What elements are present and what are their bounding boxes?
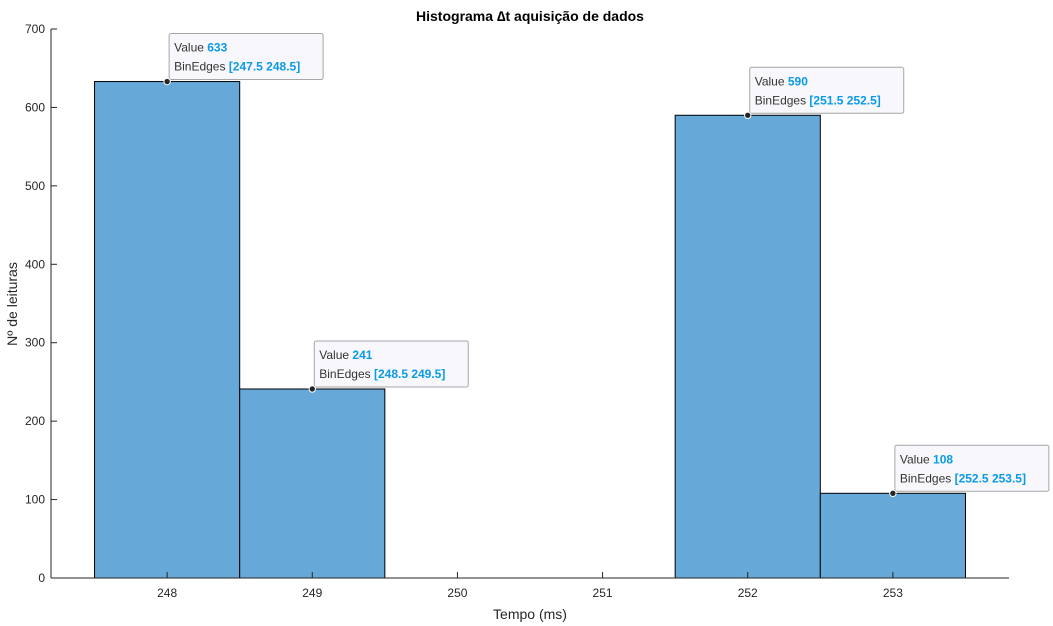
datatip-marker[interactable] bbox=[163, 77, 171, 86]
datatip-box[interactable] bbox=[749, 66, 905, 114]
datatip-value-text: Value 108 bbox=[900, 452, 953, 466]
datatip-marker[interactable] bbox=[889, 489, 897, 497]
datatip-marker[interactable] bbox=[308, 385, 316, 393]
datatip-box[interactable] bbox=[168, 33, 324, 81]
datatip-marker[interactable] bbox=[744, 111, 752, 119]
histogram-bar bbox=[239, 388, 386, 579]
x-tick-label: 248 bbox=[157, 586, 177, 600]
x-tick-label: 249 bbox=[302, 586, 322, 600]
x-tick-label: 251 bbox=[593, 586, 613, 600]
x-tick-label: 253 bbox=[883, 586, 903, 600]
histogram-bar bbox=[819, 492, 966, 579]
y-tick-label: 500 bbox=[25, 179, 45, 193]
datatip-box[interactable] bbox=[894, 444, 1050, 492]
datatip-value-text: Value 590 bbox=[755, 74, 808, 88]
y-tick-label: 100 bbox=[25, 493, 45, 507]
y-tick-label: 700 bbox=[25, 22, 45, 36]
y-tick-label: 600 bbox=[25, 100, 45, 114]
histogram-bar bbox=[94, 81, 241, 579]
y-tick-label: 0 bbox=[38, 571, 45, 585]
y-tick-label: 400 bbox=[25, 257, 45, 271]
x-axis-label: Tempo (ms) bbox=[493, 606, 567, 622]
datatip-edges-text: BinEdges [247.5 248.5] bbox=[174, 60, 300, 74]
histogram-bar bbox=[674, 114, 821, 579]
x-tick-label: 250 bbox=[447, 586, 467, 600]
bars-group bbox=[94, 81, 966, 579]
datatip-edges-text: BinEdges [248.5 249.5] bbox=[319, 367, 445, 381]
datatip-value-text: Value 241 bbox=[319, 348, 372, 362]
datatip-box[interactable] bbox=[313, 340, 469, 388]
datatip-edges-text: BinEdges [251.5 252.5] bbox=[755, 93, 881, 107]
datatip-value-text: Value 633 bbox=[174, 41, 227, 55]
datatip-edges-text: BinEdges [252.5 253.5] bbox=[900, 471, 1026, 485]
axes-group: 248 249 250 251 252 253 0 100 200 300 400 500 600 700 bbox=[25, 22, 1009, 600]
y-axis-label: Nº de leituras bbox=[4, 262, 20, 346]
x-tick-label: 252 bbox=[738, 586, 758, 600]
chart-title: Histograma ∆t aquisição de dados bbox=[416, 8, 644, 24]
datatips-group: Value 633 BinEdges [247.5 248.5] Value 241… bbox=[163, 33, 1050, 497]
y-tick-label: 200 bbox=[25, 414, 45, 428]
y-tick-label: 300 bbox=[25, 336, 45, 350]
